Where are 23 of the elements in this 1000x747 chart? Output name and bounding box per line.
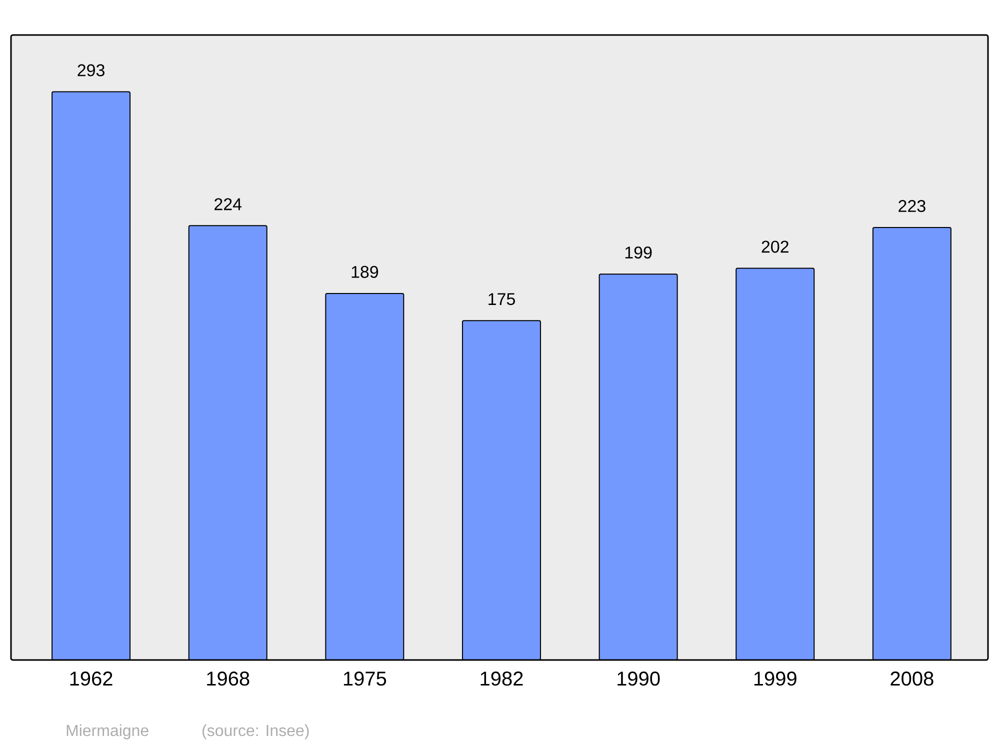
bar bbox=[188, 225, 268, 660]
bar bbox=[325, 292, 404, 660]
bar bbox=[52, 91, 131, 660]
data-label: 293 bbox=[78, 64, 104, 76]
x-tick-label: 2008 bbox=[890, 672, 934, 686]
bar bbox=[462, 320, 541, 660]
data-label: 224 bbox=[214, 198, 242, 210]
x-tick-label: 1968 bbox=[207, 672, 250, 686]
data-label: 223 bbox=[898, 200, 926, 212]
text: (source: Insee) bbox=[202, 724, 309, 740]
data-label: 202 bbox=[762, 240, 788, 253]
bar bbox=[872, 227, 952, 660]
data-label: 175 bbox=[488, 293, 515, 306]
x-tick-label: 1999 bbox=[754, 672, 796, 686]
data-label: 189 bbox=[352, 266, 378, 278]
bar bbox=[736, 268, 815, 660]
x-tick-label: 1990 bbox=[618, 672, 660, 686]
text: Miermaigne bbox=[66, 724, 148, 740]
x-tick-label: 1982 bbox=[480, 672, 523, 686]
x-tick-label: 1962 bbox=[70, 672, 112, 686]
bar bbox=[598, 274, 678, 660]
x-tick-label: 1975 bbox=[344, 672, 386, 686]
data-label: 199 bbox=[625, 246, 652, 259]
